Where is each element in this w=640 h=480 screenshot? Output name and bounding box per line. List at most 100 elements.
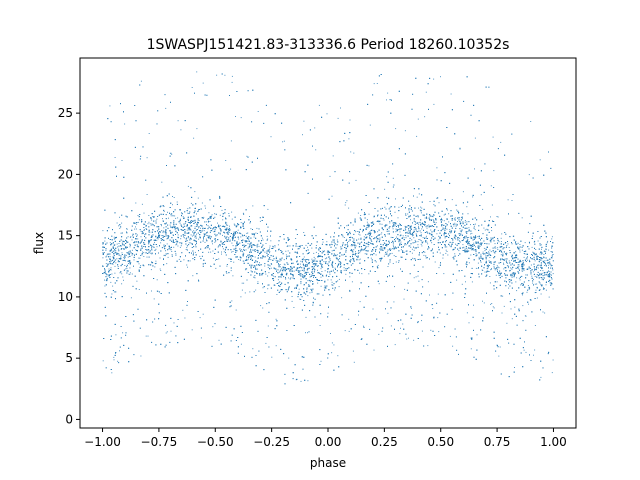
data-point xyxy=(349,276,351,278)
data-point xyxy=(276,260,278,262)
data-point xyxy=(445,225,447,227)
data-point xyxy=(535,249,537,250)
data-point xyxy=(536,265,538,267)
data-point xyxy=(366,221,368,223)
data-point xyxy=(242,260,244,262)
data-point xyxy=(151,219,153,221)
data-point xyxy=(443,220,445,222)
data-point xyxy=(341,272,342,274)
data-point xyxy=(433,204,435,206)
data-point xyxy=(475,246,476,248)
data-point xyxy=(363,236,365,238)
data-point xyxy=(394,344,396,346)
data-point xyxy=(290,271,292,273)
data-point xyxy=(314,258,316,260)
data-point xyxy=(299,298,301,300)
data-point xyxy=(326,274,328,276)
data-point xyxy=(242,212,244,214)
data-point xyxy=(543,254,545,255)
data-point xyxy=(146,256,148,258)
data-point xyxy=(530,121,532,122)
data-point xyxy=(384,253,386,255)
data-point xyxy=(400,243,402,245)
data-point xyxy=(451,220,453,221)
data-point xyxy=(102,360,104,362)
data-point xyxy=(477,242,479,244)
data-point xyxy=(461,230,463,232)
data-point xyxy=(408,235,409,237)
data-point xyxy=(475,252,477,254)
data-point xyxy=(275,256,277,258)
data-point xyxy=(337,280,339,282)
data-point xyxy=(329,175,331,177)
data-point xyxy=(267,284,269,286)
data-point xyxy=(324,258,326,260)
data-point xyxy=(526,291,528,293)
data-point xyxy=(349,119,351,121)
data-point xyxy=(228,231,230,233)
data-point xyxy=(406,338,408,340)
data-point xyxy=(307,280,309,282)
data-point xyxy=(278,271,280,273)
data-point xyxy=(105,280,107,282)
data-point xyxy=(535,289,537,291)
data-point xyxy=(219,232,221,234)
data-point xyxy=(423,254,425,256)
data-point xyxy=(425,91,427,93)
data-point xyxy=(415,276,417,278)
data-point xyxy=(191,87,193,88)
data-point xyxy=(231,300,233,302)
data-point xyxy=(418,280,420,282)
data-point xyxy=(373,83,375,85)
data-point xyxy=(380,233,382,235)
data-point xyxy=(165,250,166,252)
data-point xyxy=(518,277,520,279)
data-point xyxy=(322,275,324,277)
data-point xyxy=(392,177,394,179)
data-point xyxy=(497,247,499,249)
data-point xyxy=(179,222,181,224)
data-point xyxy=(265,273,267,275)
data-point xyxy=(377,220,379,221)
data-point xyxy=(369,242,371,243)
data-point xyxy=(165,255,166,257)
data-point xyxy=(404,227,406,229)
data-point xyxy=(179,218,181,220)
data-point xyxy=(196,128,198,130)
data-point xyxy=(261,246,263,248)
data-point xyxy=(171,254,173,256)
data-point xyxy=(172,196,173,197)
data-point xyxy=(450,232,452,234)
data-point xyxy=(440,76,441,78)
data-point xyxy=(275,318,277,320)
data-point xyxy=(546,242,548,244)
data-point xyxy=(504,242,506,244)
data-point xyxy=(524,242,526,244)
data-point xyxy=(439,252,441,254)
data-point xyxy=(297,248,299,250)
data-point xyxy=(337,117,339,119)
data-point xyxy=(389,221,391,222)
data-point xyxy=(114,157,116,158)
data-point xyxy=(202,82,204,84)
data-point xyxy=(468,262,470,264)
data-point xyxy=(550,251,552,252)
data-point xyxy=(142,251,143,253)
data-point xyxy=(143,229,145,231)
data-point xyxy=(240,296,242,298)
data-point xyxy=(455,243,456,245)
data-point xyxy=(240,233,242,235)
data-point xyxy=(130,297,132,299)
data-point xyxy=(300,380,302,382)
data-point xyxy=(500,259,502,261)
data-point xyxy=(260,305,262,307)
data-point xyxy=(233,261,235,263)
data-point xyxy=(524,259,526,261)
data-point xyxy=(167,235,169,237)
data-point xyxy=(326,251,328,253)
data-point xyxy=(161,225,162,227)
data-point xyxy=(463,246,465,248)
data-point xyxy=(131,254,133,256)
data-point xyxy=(206,221,208,223)
data-point xyxy=(291,300,293,302)
